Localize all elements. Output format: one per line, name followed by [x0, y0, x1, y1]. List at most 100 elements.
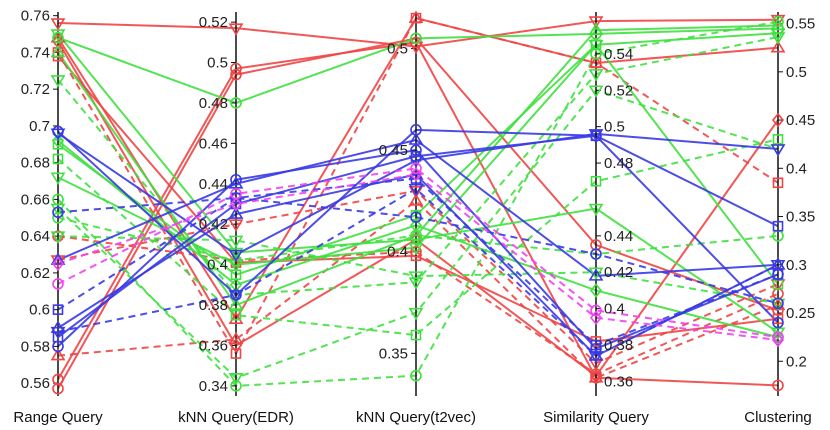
tick-label: 0.44: [604, 228, 633, 245]
series-marker: [52, 211, 64, 224]
series-marker: [588, 267, 604, 280]
series-markers: [50, 10, 786, 395]
series-marker: [410, 150, 422, 162]
tick-label: 0.25: [786, 305, 815, 322]
series-marker: [588, 129, 604, 142]
tick-label: 0.36: [199, 337, 228, 354]
series-marker: [772, 316, 784, 329]
series-marker: [588, 348, 604, 361]
tick-label: 0.66: [21, 191, 50, 208]
series-marker: [228, 290, 244, 303]
series-marker: [230, 68, 242, 81]
tick-label: 0.7: [29, 118, 50, 135]
series-marker: [50, 29, 66, 42]
series-marker: [408, 271, 424, 284]
tick-label: 0.45: [379, 142, 408, 159]
series-marker: [408, 183, 424, 197]
tick-label: 0.62: [21, 265, 50, 282]
series-marker: [50, 203, 66, 217]
series-marker: [228, 249, 244, 263]
series-marker: [408, 185, 424, 199]
series-lines: [57, 16, 779, 390]
series-marker: [588, 16, 604, 29]
series-marker: [772, 134, 784, 145]
series-marker: [410, 162, 422, 175]
axis-category-label: Similarity Query: [543, 409, 649, 426]
tick-label: 0.42: [199, 216, 228, 233]
series-marker: [52, 206, 64, 219]
series-marker: [771, 329, 785, 345]
tick-label: 0.42: [604, 264, 633, 281]
series-marker: [408, 193, 424, 206]
series-marker: [589, 283, 603, 298]
series-marker: [408, 132, 424, 145]
series-marker: [770, 259, 786, 273]
axis-category-label: kNN Query(EDR): [178, 409, 294, 426]
series-marker: [51, 133, 65, 148]
tick-label: 0.48: [604, 155, 633, 172]
series-marker: [230, 62, 242, 75]
series-marker: [230, 192, 242, 204]
tick-label: 0.38: [604, 337, 633, 354]
tick-label: 0.36: [604, 373, 633, 390]
series-marker: [408, 242, 424, 256]
series-line: [57, 173, 779, 342]
tick-label: 0.56: [21, 375, 50, 392]
tick-label: 0.74: [21, 44, 50, 61]
series-marker: [230, 254, 242, 267]
series-marker: [50, 128, 66, 141]
series-marker: [50, 252, 66, 265]
series-marker: [770, 298, 786, 311]
series-marker: [770, 40, 786, 53]
series-marker: [50, 231, 66, 244]
series-marker: [410, 12, 422, 24]
series-marker: [52, 304, 64, 315]
series-marker: [228, 247, 244, 261]
tick-label: 0.5: [387, 41, 408, 58]
series-marker: [590, 248, 602, 260]
tick-label: 0.68: [21, 155, 50, 172]
series-marker: [772, 177, 784, 189]
series-marker: [590, 130, 602, 142]
tick-label: 0.52: [199, 14, 228, 31]
series-marker: [590, 48, 602, 60]
tick-label: 0.3: [786, 257, 807, 274]
series-marker: [228, 373, 244, 386]
series-marker: [50, 75, 66, 88]
series-line: [57, 196, 779, 305]
series-line: [57, 199, 779, 379]
series-marker: [228, 331, 244, 345]
series-marker: [410, 144, 422, 156]
series-marker: [230, 97, 242, 109]
series-marker: [52, 373, 64, 386]
tick-label: 0.46: [199, 135, 228, 152]
series-line: [57, 173, 779, 358]
series-line: [57, 16, 779, 356]
series-marker: [590, 304, 602, 317]
tick-label: 0.52: [604, 82, 633, 99]
series-marker: [52, 382, 64, 395]
series-marker: [770, 32, 786, 45]
tick-label: 0.45: [786, 112, 815, 129]
series-marker: [409, 167, 423, 182]
tick-label: 0.5: [207, 55, 228, 72]
series-marker: [52, 31, 64, 44]
series-marker: [589, 310, 603, 325]
tick-label: 0.72: [21, 81, 50, 98]
series-line: [57, 138, 779, 337]
series-marker: [52, 340, 64, 353]
series-marker: [228, 297, 244, 310]
axis-labels: 0.56 0.58 0.6 0.62 0.64 0.66 0.68 0.7 0.72 0.74 0.…: [13, 8, 815, 426]
series-marker: [772, 379, 784, 392]
series-marker: [588, 370, 604, 383]
axis-category-label: Range Query: [13, 409, 103, 426]
tick-label: 0.5: [786, 64, 807, 81]
tick-label: 0.58: [21, 338, 50, 355]
tick-label: 0.38: [199, 297, 228, 314]
axis-category-label: Clustering: [744, 409, 812, 426]
tick-label: 0.76: [21, 8, 50, 25]
series-marker: [228, 219, 244, 232]
series-marker: [408, 227, 424, 241]
series-marker: [590, 339, 602, 351]
